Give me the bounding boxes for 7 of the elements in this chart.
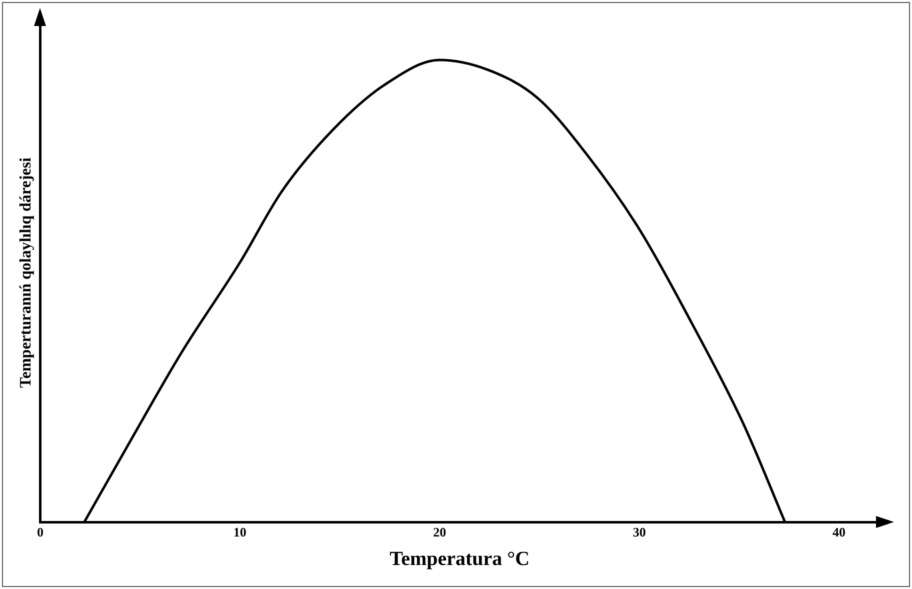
x-tick-label: 40 — [832, 524, 846, 540]
x-tick-label: 10 — [233, 524, 246, 540]
x-tick-label: 20 — [433, 524, 446, 540]
y-axis-title: Temperturanıń qolaylılıq dárejesi — [18, 157, 35, 388]
x-axis-title: Temperatura °C — [390, 548, 530, 570]
x-tick-label: 30 — [632, 524, 646, 540]
x-tick-label: 0 — [36, 524, 44, 540]
